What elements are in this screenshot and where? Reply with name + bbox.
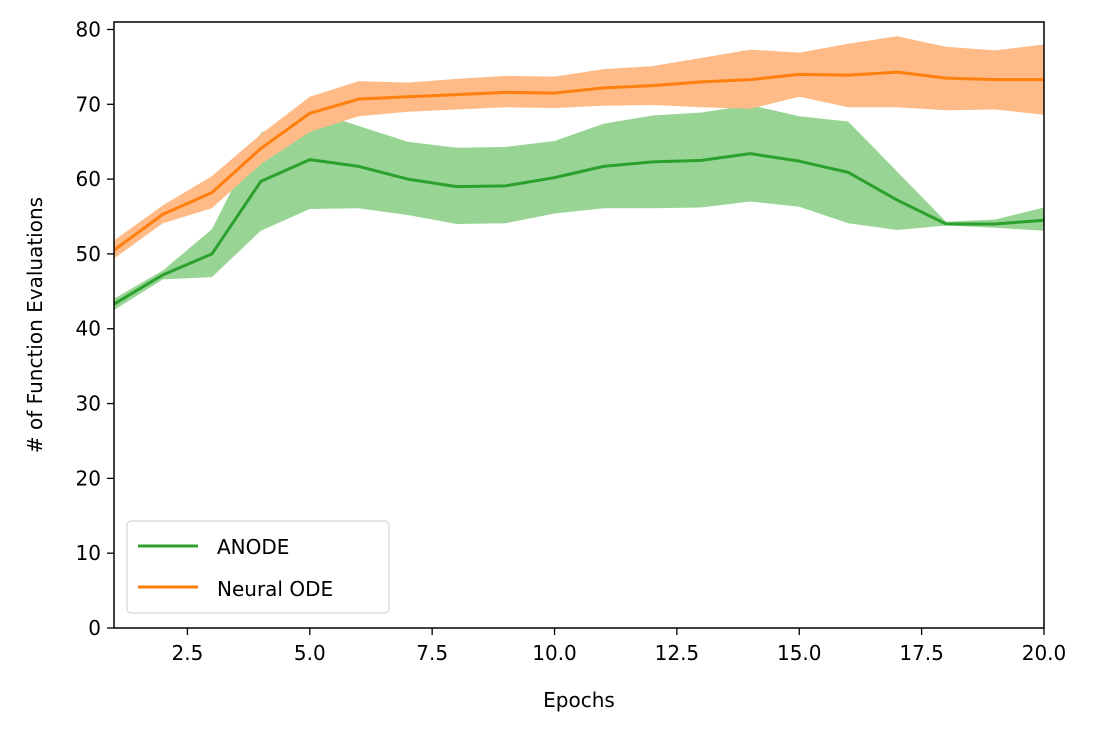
confidence-bands [114, 36, 1044, 311]
x-tick-label: 10.0 [532, 641, 577, 665]
series-lines [113, 70, 1045, 306]
legend-box [126, 520, 390, 614]
x-tick-label: 20.0 [1022, 641, 1067, 665]
y-tick-label: 60 [76, 167, 101, 191]
series-line-neural-ode [113, 70, 1044, 252]
series-line-anode [113, 152, 1045, 306]
x-tick-label: 17.5 [899, 641, 944, 665]
x-tick-label: 2.5 [172, 641, 204, 665]
y-tick-label: 50 [76, 242, 101, 266]
x-tick-label: 7.5 [416, 641, 448, 665]
x-tick-label: 12.5 [655, 641, 700, 665]
x-tick-label: 5.0 [294, 641, 326, 665]
x-tick-label: 15.0 [777, 641, 822, 665]
y-tick-label: 40 [76, 317, 101, 341]
legend-label-neural-ode: Neural ODE [217, 577, 333, 601]
band-anode [114, 105, 1044, 311]
legend-label-anode: ANODE [217, 535, 289, 559]
band-neural-ode [114, 36, 1044, 259]
y-axis-ticks: 0 10 20 30 40 50 60 70 80 [76, 17, 114, 640]
y-tick-label: 70 [76, 92, 101, 116]
x-axis-label: Epochs [543, 688, 615, 712]
y-tick-label: 10 [76, 541, 101, 565]
plot-frame [113, 21, 1045, 629]
y-tick-label: 80 [76, 17, 101, 41]
x-axis-ticks: 2.5 5.0 7.5 10.0 12.5 15.0 17.5 20.0 [172, 628, 1067, 665]
y-axis-label: # of Function Evaluations [23, 197, 47, 453]
y-tick-label: 30 [76, 392, 101, 416]
legend: ANODE Neural ODE [126, 520, 390, 614]
y-tick-label: 0 [88, 616, 101, 640]
y-tick-label: 20 [76, 466, 101, 490]
